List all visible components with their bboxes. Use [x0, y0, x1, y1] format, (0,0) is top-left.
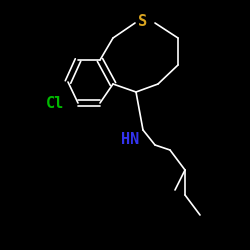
Text: Cl: Cl — [46, 96, 64, 110]
Text: HN: HN — [121, 132, 139, 148]
Text: S: S — [138, 14, 147, 30]
